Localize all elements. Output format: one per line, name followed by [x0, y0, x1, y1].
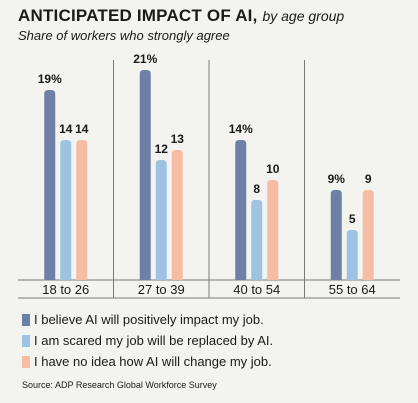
- chart-title: ANTICIPATED IMPACT OF AI, by age group: [18, 6, 410, 26]
- bar-value-label: 14%: [229, 122, 253, 136]
- category-label: 27 to 39: [138, 282, 185, 297]
- bar-value-label: 10: [266, 162, 280, 176]
- title-block: ANTICIPATED IMPACT OF AI, by age group S…: [18, 6, 410, 43]
- chart-subtitle: Share of workers who strongly agree: [18, 28, 230, 43]
- bar: [139, 70, 151, 280]
- bar-value-label: 21%: [133, 52, 157, 66]
- bar: [60, 140, 72, 280]
- bar-value-label: 9%: [328, 172, 346, 186]
- legend-swatch: [22, 355, 30, 368]
- bar-value-label: 9: [365, 172, 372, 186]
- legend-label: I have no idea how AI will change my job…: [34, 354, 272, 369]
- bar: [76, 140, 88, 280]
- bar: [267, 180, 279, 280]
- legend-item: I believe AI will positively impact my j…: [22, 309, 273, 330]
- bar: [155, 160, 167, 280]
- bar-value-label: 13: [171, 132, 185, 146]
- legend-item: I am scared my job will be replaced by A…: [22, 330, 273, 351]
- legend: I believe AI will positively impact my j…: [22, 309, 273, 372]
- bar: [346, 230, 358, 280]
- category-label: 55 to 64: [329, 282, 376, 297]
- bar: [330, 190, 342, 280]
- source-note: Source: ADP Research Global Workforce Su…: [22, 380, 217, 390]
- bar-value-label: 19%: [38, 72, 62, 86]
- bar-value-label: 8: [253, 182, 260, 196]
- bar: [171, 150, 183, 280]
- legend-label: I believe AI will positively impact my j…: [34, 312, 264, 327]
- legend-label: I am scared my job will be replaced by A…: [34, 333, 274, 348]
- chart-title-suffix: by age group: [262, 8, 345, 24]
- bar: [362, 190, 374, 280]
- legend-swatch: [22, 334, 30, 347]
- chart-title-main: ANTICIPATED IMPACT OF AI,: [18, 6, 258, 25]
- bar-value-label: 12: [155, 142, 169, 156]
- bar: [235, 140, 247, 280]
- legend-swatch: [22, 313, 30, 326]
- bar: [44, 90, 56, 280]
- bar-value-label: 14: [59, 122, 73, 136]
- legend-item: I have no idea how AI will change my job…: [22, 351, 273, 372]
- bar-value-label: 14: [75, 122, 89, 136]
- bar: [251, 200, 263, 280]
- category-label: 18 to 26: [42, 282, 89, 297]
- bar-value-label: 5: [349, 212, 356, 226]
- category-label: 40 to 54: [233, 282, 280, 297]
